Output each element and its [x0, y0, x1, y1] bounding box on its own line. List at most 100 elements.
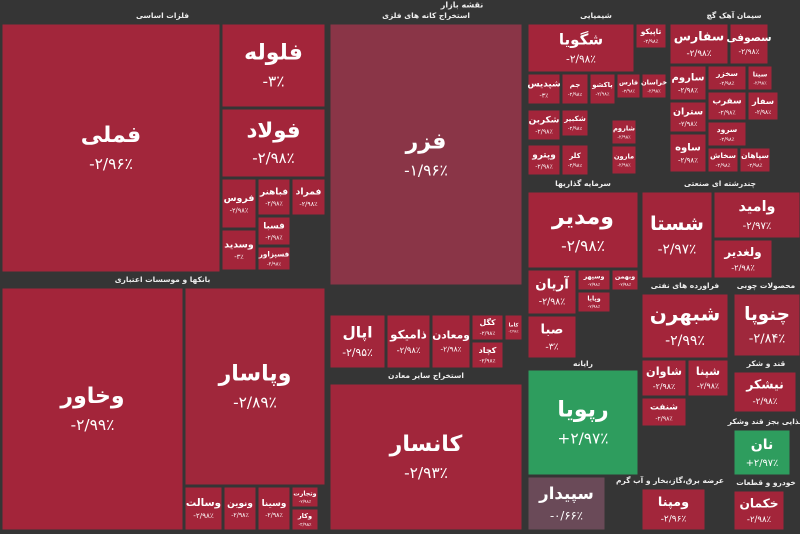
tile: [527, 73, 561, 105]
tile-name: فباهنر: [259, 188, 288, 198]
tile-name: سپاهان: [741, 151, 769, 160]
tile-name: فولاد: [246, 118, 300, 143]
tile: [504, 314, 523, 341]
tile: [641, 73, 667, 99]
tile: [257, 486, 291, 531]
tile: [291, 486, 319, 508]
tile-name: شستا: [650, 212, 704, 235]
tile-change: -۲/۹۸٪: [397, 345, 421, 355]
tile-change: -۲/۹۸٪: [622, 88, 635, 94]
tile-change: -۲/۹۸٪: [653, 382, 675, 391]
tile: [641, 293, 729, 359]
tile-name: ونوین: [227, 499, 253, 509]
tile: [733, 371, 797, 413]
chart-title: نقشه بازار: [440, 1, 484, 10]
tile-name: شپنا: [696, 365, 720, 378]
tile-name: ساوه: [675, 143, 701, 154]
group-header: سرمایه گذاریها: [555, 179, 611, 188]
tile: [221, 229, 257, 271]
tile-name: ولغدیر: [723, 245, 761, 260]
tile-change: -۲/۹۸٪: [755, 110, 772, 116]
tile-name: شبهرن: [650, 302, 721, 326]
tile-name: وپترو: [531, 151, 556, 161]
tile: [221, 108, 326, 178]
tile-change: -۲/۹۸٪: [719, 81, 734, 87]
tile-change: -۲/۹۸٪: [715, 163, 730, 169]
tile-change: -۱/۹۶٪: [404, 162, 448, 180]
tile: [184, 287, 326, 486]
tile-change: -۲/۹۸٪: [738, 47, 759, 56]
group-header: بانکها و موسسات اعتباری: [115, 275, 211, 284]
tile-change: -۲/۹۸٪: [509, 329, 519, 333]
tile-change: -۲/۹۸٪: [747, 515, 772, 525]
tile-name: شاروم: [613, 124, 635, 132]
tile-change: -۲/۹۸٪: [588, 282, 601, 288]
tile-name: فمراد: [296, 186, 322, 197]
tile: [257, 216, 291, 246]
tile-name: شپدیس: [527, 80, 560, 90]
tile: [561, 73, 589, 105]
tile-name: وخاور: [59, 384, 124, 409]
group-header: استخراج سایر معادن: [388, 371, 464, 380]
tile-name: پاکشو: [591, 81, 613, 89]
tile-name: خکمان: [739, 496, 778, 510]
tile-name: رپویا: [557, 397, 608, 422]
tile: [669, 23, 729, 65]
tile: [707, 121, 747, 147]
tile: [739, 147, 771, 173]
tile-change: -۲/۹۸٪: [231, 512, 249, 519]
tile-change: -۲/۹۸٪: [535, 164, 553, 171]
tile: [611, 269, 639, 291]
tile-change: -۳٪: [540, 93, 549, 100]
tile-name: کانسار: [389, 432, 463, 457]
group-header: محصولات چوبی: [737, 281, 796, 290]
tile-name: ستران: [673, 106, 703, 117]
tile: [707, 91, 747, 121]
tile: [221, 23, 326, 108]
tile-name: فملی: [81, 123, 141, 148]
tile-change: -۲/۹۸٪: [298, 522, 312, 528]
group-header: عرضه برق،گاز،بخار و آب گرم: [616, 475, 724, 485]
tile-change: -۲/۹۸٪: [679, 120, 698, 128]
tile-change: -۲/۹۸٪: [299, 499, 312, 505]
tile-change: -۲/۹۸٪: [480, 331, 496, 337]
tile-name: شکربن: [529, 116, 560, 126]
tile-change: -۲/۸۹٪: [233, 394, 277, 412]
tile-name: سصوفی: [726, 32, 771, 44]
tile-name: سرود: [717, 125, 738, 134]
group-header: فلزات اساسی: [136, 11, 189, 20]
tile: [431, 314, 471, 369]
tile-name: نیشکر: [745, 377, 784, 392]
tile-name: آریان: [535, 276, 569, 293]
tile-name: فسپزاور: [258, 250, 290, 259]
tile-name: کلر: [568, 151, 581, 160]
group-header: قند و شکر: [746, 359, 786, 368]
tile: [713, 191, 800, 239]
tile: [291, 508, 319, 531]
tile: [707, 65, 747, 91]
tile-name: شکبیر: [563, 114, 586, 123]
tile: [713, 239, 773, 279]
tile-change: -۲/۹۳٪: [404, 464, 448, 482]
tile-change: -۳٪: [234, 253, 244, 261]
tile: [707, 147, 739, 173]
tile: [733, 429, 791, 476]
tile-name: چنوپا: [744, 304, 790, 325]
tile-change: -۲/۹۶٪: [661, 515, 687, 525]
tile-name: وسپهر: [583, 274, 605, 281]
tile-name: سخزر: [715, 69, 738, 78]
tile-change: -۲/۹۸٪: [539, 297, 565, 308]
tile: [611, 145, 637, 175]
tile-name: فسبا: [263, 222, 285, 232]
tile: [577, 291, 611, 313]
tile-name: سیتا: [753, 70, 768, 78]
tile-name: تاپیکو: [640, 27, 662, 36]
tile-change: -۲/۸۴٪: [749, 331, 786, 346]
tile-change: -۲/۹۷٪: [658, 242, 697, 258]
tile-change: -۲/۹۸٪: [568, 126, 583, 132]
tile-change: -۲/۹۸٪: [697, 381, 719, 390]
tile: [527, 476, 606, 531]
tile-change: -۲/۹۸٪: [193, 511, 214, 520]
tile: [561, 109, 589, 137]
